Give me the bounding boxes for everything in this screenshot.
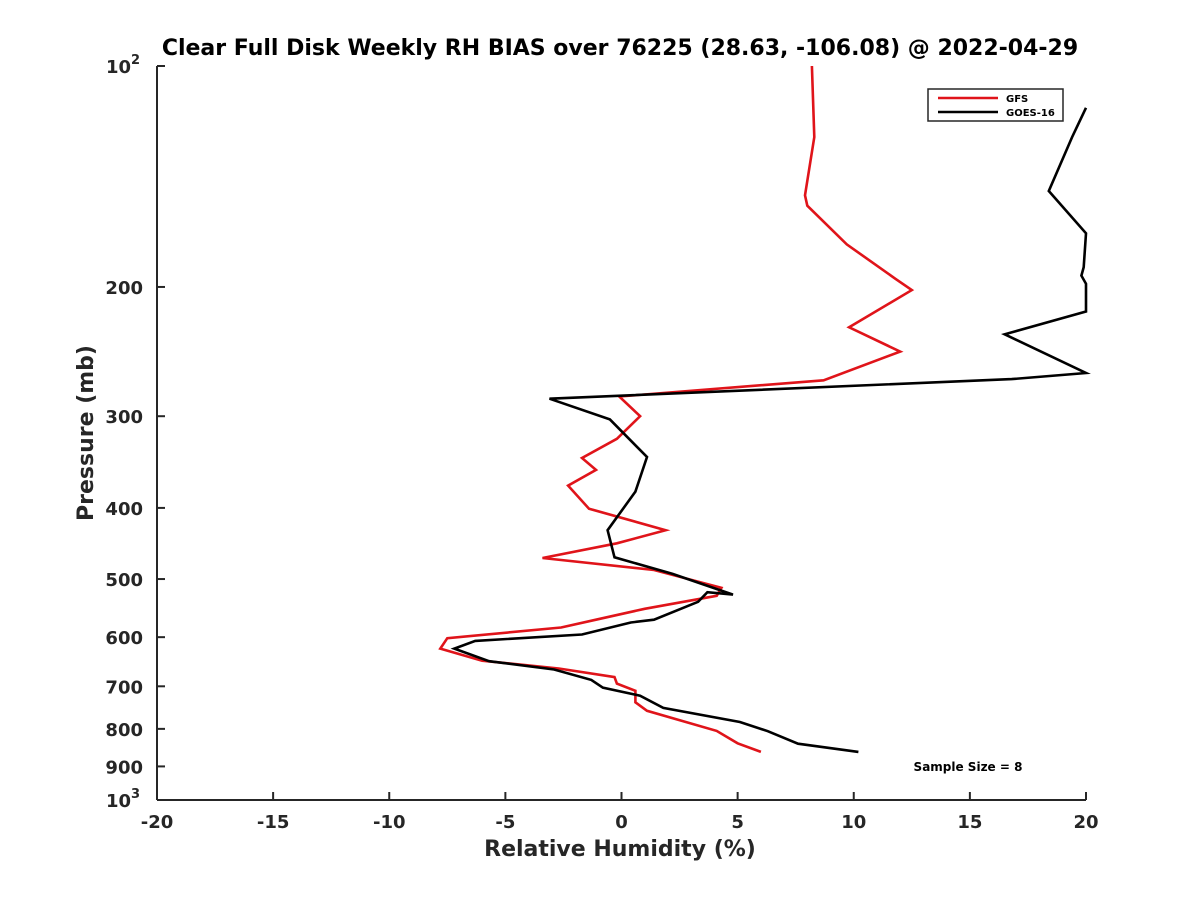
y-axis-label: Pressure (mb): [74, 345, 99, 521]
y-tick-label: 800: [105, 720, 143, 741]
y-tick-label: 600: [105, 628, 143, 649]
series-line-goes-16: [450, 107, 1091, 754]
x-tick-label: 5: [731, 812, 744, 833]
chart-title: Clear Full Disk Weekly RH BIAS over 7622…: [162, 36, 1078, 61]
sample-size-annotation: Sample Size = 8: [914, 760, 1023, 774]
x-tick-label: 20: [1073, 812, 1098, 833]
x-tick-label: 15: [957, 812, 982, 833]
x-tick-label: 10: [841, 812, 866, 833]
legend-label: GOES-16: [1006, 108, 1055, 119]
y-tick-label: 900: [105, 757, 143, 778]
x-tick-label: -20: [141, 812, 174, 833]
y-tick-label: 400: [105, 499, 143, 520]
series-line-gfs: [438, 65, 915, 754]
legend-box: [927, 88, 1064, 122]
x-tick-label: -10: [373, 812, 406, 833]
y-tick-label: 10: [106, 791, 131, 812]
y-tick-label: 500: [105, 570, 143, 591]
x-tick-label: -5: [495, 812, 515, 833]
y-tick-label: 700: [105, 677, 143, 698]
legend-label: GFS: [1006, 94, 1028, 105]
y-tick-exponent: 3: [131, 787, 140, 802]
y-tick-exponent: 2: [131, 53, 140, 68]
series-lines: [438, 65, 1091, 754]
x-tick-label: 0: [615, 812, 628, 833]
x-axis-label: Relative Humidity (%): [484, 837, 756, 862]
x-tick-label: -15: [257, 812, 290, 833]
legend: GFS GOES-16: [927, 88, 1064, 122]
y-tick-label: 300: [105, 407, 143, 428]
y-tick-label: 10: [106, 57, 131, 78]
y-tick-label: 200: [105, 278, 143, 299]
